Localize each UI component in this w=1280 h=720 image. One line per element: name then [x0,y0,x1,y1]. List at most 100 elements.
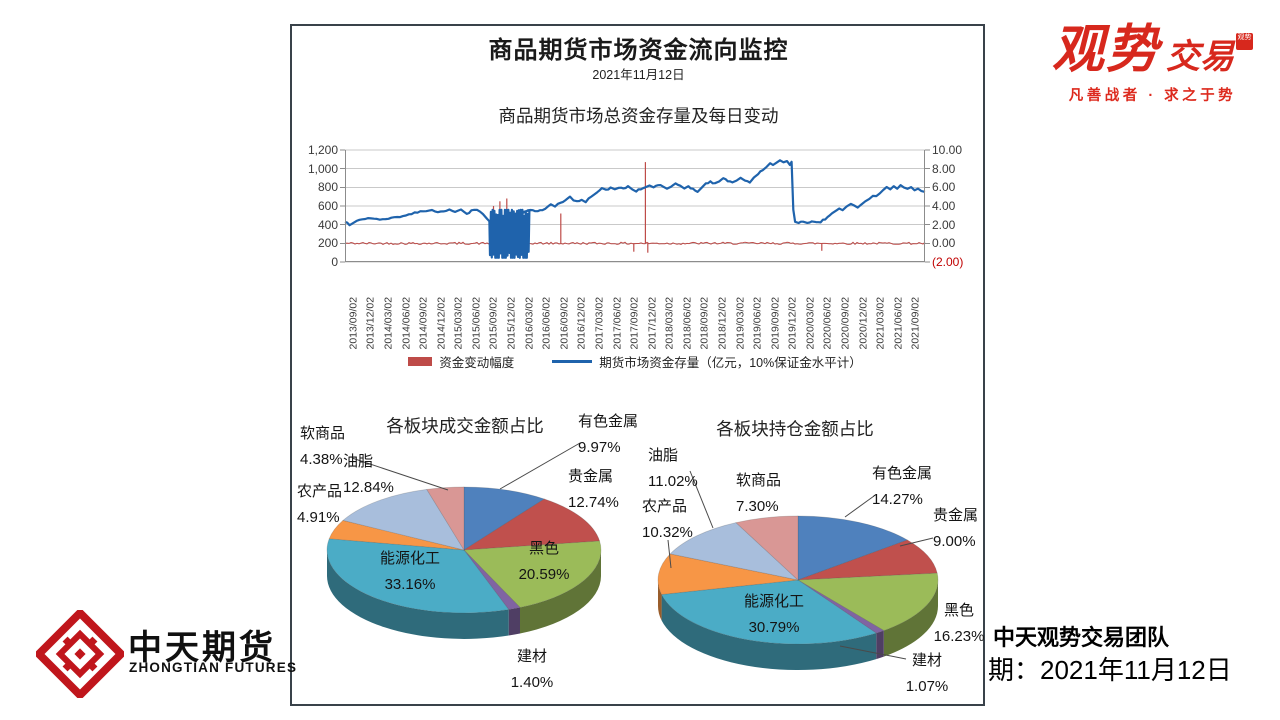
team-name: 中天观势交易团队 [993,625,1170,650]
x-axis-label: 2014/06/02 [400,296,413,350]
pie-slice [883,580,938,657]
guanshi-tagline: 凡善战者 · 求之于势 [1068,88,1237,104]
x-axis-label: 2017/09/02 [628,296,641,350]
line-chart-legend: 资金变动幅度 期货市场资金存量（亿元，10%保证金水平计） [345,352,925,371]
pie-slice [735,515,799,581]
y-axis-tick-left: 0 [331,255,338,269]
legend-label: 资金变动幅度 [439,356,515,370]
pie-label: 油脂 11.02% [648,447,698,490]
x-axis-label: 2015/09/02 [487,296,500,350]
x-axis-label: 2021/09/02 [909,296,922,350]
x-axis-label: 2018/12/02 [716,296,729,350]
x-axis-label: 2016/12/02 [575,296,588,350]
x-axis-label: 2015/12/02 [505,296,518,350]
y-axis-tick-left: 200 [317,236,338,251]
x-axis-label: 2015/03/02 [452,296,465,350]
footer-date: 期：2021年11月12日 [988,655,1232,685]
y-axis-tick-right: 6.00 [932,180,956,195]
pie-label: 建材 1.07% [905,652,949,695]
guanshi-logo: 观势 交易 观势 凡善战者 · 求之于势 [1040,22,1265,117]
blue-line-swatch-icon [552,360,593,363]
pie-openinterest-title: 各板块持仓金额占比 [716,419,874,439]
y-axis-tick-left: 400 [317,217,338,232]
y-axis-tick-right: 8.00 [932,161,956,176]
pie-slice [520,550,601,634]
pie-label: 农产品 4.91% [297,483,343,526]
pie-slice [661,594,877,671]
x-axis-label: 2021/03/02 [874,296,887,350]
pie-slice [508,607,520,636]
pie-slice [661,579,878,645]
pie-label: 黑色 20.59% [518,540,570,583]
x-axis-label: 2018/06/02 [681,296,694,350]
x-axis-label: 2020/06/02 [821,296,834,350]
y-axis-tick-right: 2.00 [932,217,956,232]
zhongtian-logo-en-text: ZHONGTIAN FUTURES [129,660,298,675]
pie-slice [797,539,938,581]
x-axis-label: 2014/09/02 [417,296,430,350]
x-axis-label: 2019/09/02 [769,296,782,350]
x-axis-label: 2018/09/02 [698,296,711,350]
y-axis-tick-right: (2.00) [932,255,964,269]
pie-label: 软商品 4.38% [300,425,346,468]
pie-slice [796,572,939,631]
x-axis-label: 2020/09/02 [839,296,852,350]
pie-label: 软商品 7.30% [736,472,782,515]
pie-label: 贵金属 12.74% [568,468,619,511]
pie-label: 农产品 10.32% [642,498,693,541]
legend-item-stock: 期货市场资金存量（亿元，10%保证金水平计） [552,352,862,371]
guanshi-seal-icon: 观势 [1236,33,1253,50]
x-axis-label: 2013/09/02 [347,296,360,350]
pie-slice [657,580,662,621]
x-axis-label: 2014/12/02 [435,296,448,350]
x-axis-label: 2019/03/02 [734,296,747,350]
guanshi-logo-secondary-text: 交易 [1166,38,1234,76]
x-axis-label: 2017/12/02 [646,296,659,350]
x-axis-label: 2021/06/02 [892,296,905,350]
legend-label: 期货市场资金存量（亿元，10%保证金水平计） [599,356,862,370]
x-axis-label: 2017/03/02 [593,296,606,350]
x-axis-label: 2015/06/02 [470,296,483,350]
y-axis-tick-left: 1,000 [307,161,338,176]
y-axis-tick-right: 10.00 [932,143,963,157]
pie-slice [426,486,465,552]
pie-slice [463,549,521,610]
zhongtian-logo-cn-text: 中天期货 [128,629,276,667]
pie-turnover-chart [326,486,602,639]
zhongtian-logo-icon [36,610,124,698]
x-axis-label: 2014/03/02 [382,296,395,350]
x-axis-label: 2016/09/02 [558,296,571,350]
x-axis-label: 2013/12/02 [364,296,377,350]
pie-slice [657,553,799,595]
pie-label: 有色金属 14.27% [872,465,933,508]
report-date: 2021年11月12日 [592,68,685,82]
y-axis-tick-right: 4.00 [932,199,956,213]
pie-label: 油脂 12.84% [343,453,394,496]
pie-label: 能源化工 33.16% [379,550,440,593]
red-bar-swatch-icon [408,357,433,366]
x-axis-label: 2017/06/02 [611,296,623,350]
pie-slice [342,489,465,551]
y-axis-tick-right: 0.00 [932,236,956,251]
pie-label: 有色金属 9.97% [578,413,639,456]
y-axis-tick-left: 1,200 [307,143,338,157]
pie-slice [463,498,601,551]
pie-slice [463,540,602,608]
pie-label: 能源化工 30.79% [743,593,804,636]
pie-slice [797,579,885,634]
x-axis-label: 2020/12/02 [857,296,870,350]
pie-slice [876,630,884,660]
x-axis-label: 2016/06/02 [540,296,553,350]
legend-item-change: 资金变动幅度 [408,352,514,371]
x-axis-label: 2016/03/02 [523,296,536,350]
y-axis-tick-left: 600 [317,199,338,213]
x-axis-label: 2019/06/02 [751,296,764,350]
pie-slice [328,520,465,551]
pie-slice [326,538,510,614]
pie-label: 建材 1.40% [510,648,554,691]
line-chart-title: 商品期货市场总资金存量及每日变动 [498,106,779,126]
y-axis-tick-left: 800 [317,180,338,195]
x-axis-label: 2018/03/02 [663,296,676,350]
pie-label: 黑色 16.23% [933,602,985,645]
